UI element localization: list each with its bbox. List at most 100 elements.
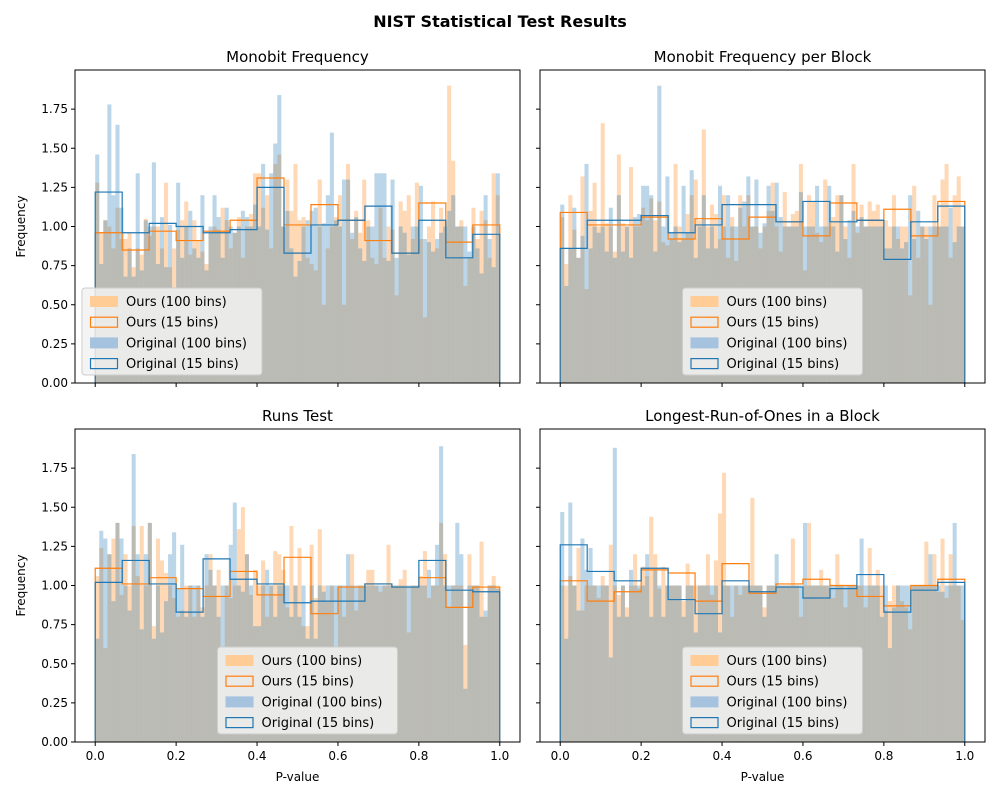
bar [325, 248, 330, 383]
bar [944, 163, 949, 383]
bar [378, 173, 383, 383]
bar [879, 226, 884, 383]
bar [394, 257, 399, 383]
bar [900, 585, 905, 742]
bar [604, 585, 609, 742]
bar [952, 585, 957, 742]
bar [99, 530, 104, 742]
bar [370, 226, 375, 383]
y-tick-label: 1.75 [41, 461, 68, 475]
bar [443, 220, 448, 383]
bar [887, 226, 892, 383]
legend-label: Ours (100 bins) [727, 295, 828, 310]
subplot-title: Longest-Run-of-Ones in a Block [645, 407, 880, 425]
bar [750, 497, 755, 742]
bar [410, 585, 415, 742]
bar [588, 210, 593, 383]
bar [908, 195, 913, 383]
bar [564, 638, 569, 742]
bar [956, 226, 961, 383]
bar [620, 585, 625, 742]
bar [139, 629, 144, 742]
bar [200, 616, 205, 742]
legend-frame [682, 287, 863, 376]
bar [172, 598, 177, 742]
bar [103, 538, 108, 742]
x-tick-label: 0.4 [712, 749, 731, 763]
bar [402, 210, 407, 383]
bar [823, 179, 828, 383]
bar [620, 223, 625, 383]
bar [402, 232, 407, 383]
bar [495, 585, 500, 742]
bar [346, 163, 351, 383]
bar [592, 585, 597, 742]
bar [645, 185, 650, 383]
bar [867, 547, 872, 742]
bar [155, 585, 160, 742]
bar [863, 226, 868, 383]
bar [176, 588, 181, 742]
bar [641, 585, 646, 742]
bar [718, 185, 723, 383]
legend-swatch [690, 316, 719, 328]
bar [641, 566, 646, 742]
legend-label: Original (100 bins) [727, 695, 848, 710]
bar [669, 232, 674, 383]
bar [394, 295, 399, 383]
bar [479, 273, 484, 383]
bar [285, 210, 290, 383]
bar [891, 607, 896, 742]
bar [657, 585, 662, 742]
bar [378, 207, 383, 383]
bar [350, 239, 355, 383]
bar [653, 220, 658, 383]
bar [123, 585, 128, 742]
bar [467, 585, 472, 742]
bar [483, 220, 488, 383]
bar [645, 220, 650, 383]
bar [875, 204, 880, 383]
bar [928, 585, 933, 742]
bar [904, 585, 909, 742]
bar [261, 163, 266, 383]
bar [637, 588, 642, 742]
bar [871, 226, 876, 383]
bar [139, 526, 144, 742]
bar [608, 226, 613, 383]
bar [920, 585, 925, 742]
bar [277, 154, 282, 383]
bar [487, 239, 492, 383]
bar [790, 538, 795, 742]
bar [807, 522, 812, 742]
bar [584, 585, 589, 742]
bar [374, 173, 379, 383]
bar [612, 447, 617, 742]
bar [896, 585, 901, 742]
bar [600, 123, 605, 384]
bar [657, 588, 662, 742]
legend: Ours (100 bins) Ours (15 bins) Original (1… [217, 646, 398, 735]
bar [572, 229, 577, 383]
legend-label: Ours (100 bins) [126, 295, 227, 310]
bar [863, 226, 868, 383]
bar [883, 585, 888, 742]
bar [471, 226, 476, 383]
bar [99, 547, 104, 742]
bar [568, 502, 573, 742]
bar [924, 239, 929, 383]
bar [669, 585, 674, 742]
bar [439, 446, 444, 742]
bar [637, 585, 642, 742]
bar [451, 585, 456, 742]
bar [443, 585, 448, 742]
bar [629, 569, 634, 742]
bar [645, 554, 650, 742]
bar [431, 201, 436, 383]
bar [475, 585, 480, 742]
legend-swatch [690, 655, 719, 666]
bar [159, 560, 164, 742]
bar [657, 201, 662, 383]
bar [184, 585, 189, 742]
bar [904, 242, 909, 383]
